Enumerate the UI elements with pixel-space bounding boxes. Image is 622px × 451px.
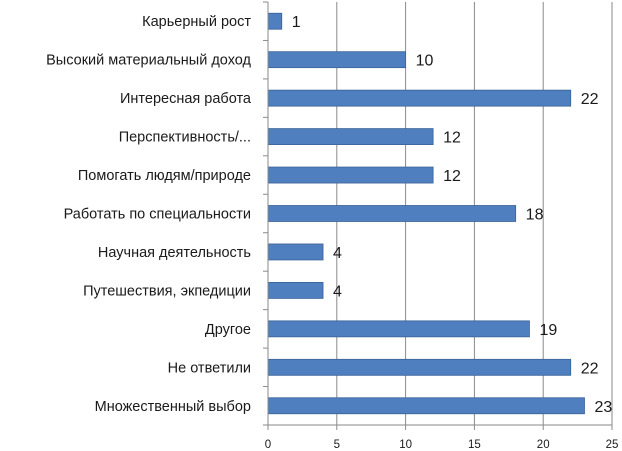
category-label: Карьерный рост (142, 14, 251, 30)
value-label: 10 (416, 53, 434, 70)
value-label: 12 (443, 130, 461, 147)
value-label: 22 (581, 91, 599, 108)
category-label: Другое (205, 322, 251, 338)
bar (267, 358, 572, 376)
axes (263, 1, 613, 430)
bars (267, 12, 585, 415)
bar (267, 166, 434, 184)
x-tick-label: 15 (468, 439, 481, 451)
value-label: 4 (333, 245, 342, 262)
category-label: Научная деятельность (98, 245, 251, 261)
bar (267, 205, 517, 222)
value-label: 19 (539, 322, 557, 339)
x-tick-label: 5 (334, 439, 340, 451)
bar (267, 282, 324, 299)
category-label: Перспективность/... (119, 130, 251, 146)
x-tick-label: 10 (399, 439, 412, 451)
x-tick-label: 0 (265, 439, 271, 451)
bar (267, 128, 434, 145)
category-label: Помогать людям/природе (78, 168, 251, 184)
bar (267, 320, 530, 338)
x-tick-label: 25 (606, 439, 619, 451)
category-label: Высокий материальный доход (46, 53, 251, 69)
bar (267, 397, 585, 415)
category-label: Множественный выбор (95, 399, 251, 415)
bar (267, 12, 283, 30)
bar (267, 243, 324, 261)
category-label: Работать по специальности (64, 207, 251, 223)
value-label: 12 (443, 168, 461, 185)
category-labels: Карьерный рост Высокий материальный доход… (46, 14, 252, 415)
value-label: 18 (526, 207, 544, 224)
x-tick-labels: 0 5 10 15 20 25 (265, 439, 619, 451)
value-label: 1 (292, 14, 301, 31)
category-label: Не ответили (168, 360, 251, 376)
category-label: Интересная работа (120, 91, 252, 107)
value-label: 22 (581, 360, 599, 377)
category-label: Путешествия, экпедиции (83, 283, 251, 299)
bar (267, 89, 572, 107)
value-labels: 1 10 22 12 12 18 4 4 19 22 23 (292, 14, 613, 416)
value-label: 23 (594, 399, 612, 416)
x-tick-label: 20 (537, 439, 550, 451)
bar (267, 51, 407, 69)
value-label: 4 (333, 283, 342, 300)
